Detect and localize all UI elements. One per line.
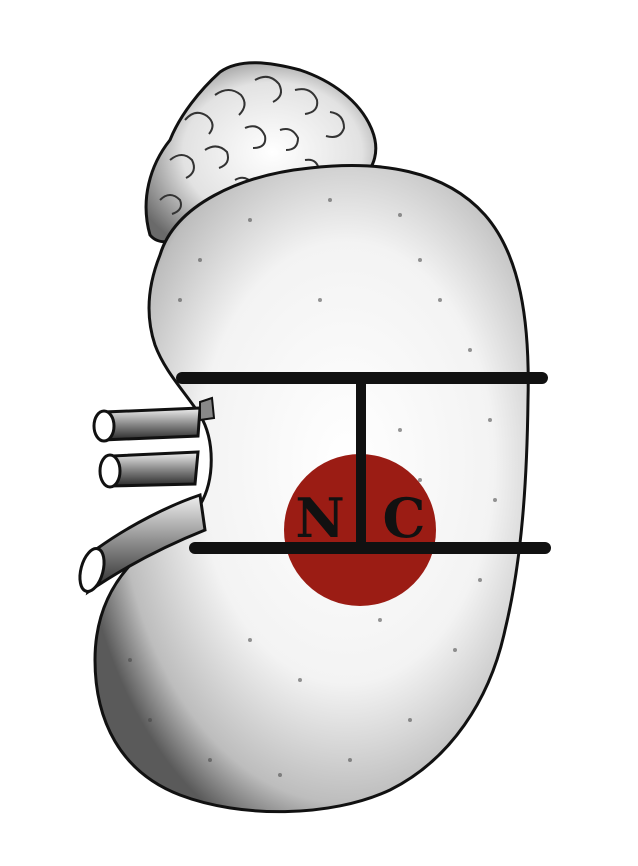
label-n: N — [295, 486, 344, 550]
ureter — [78, 493, 207, 596]
label-c: C — [383, 486, 426, 550]
renal-vessels — [92, 396, 216, 489]
